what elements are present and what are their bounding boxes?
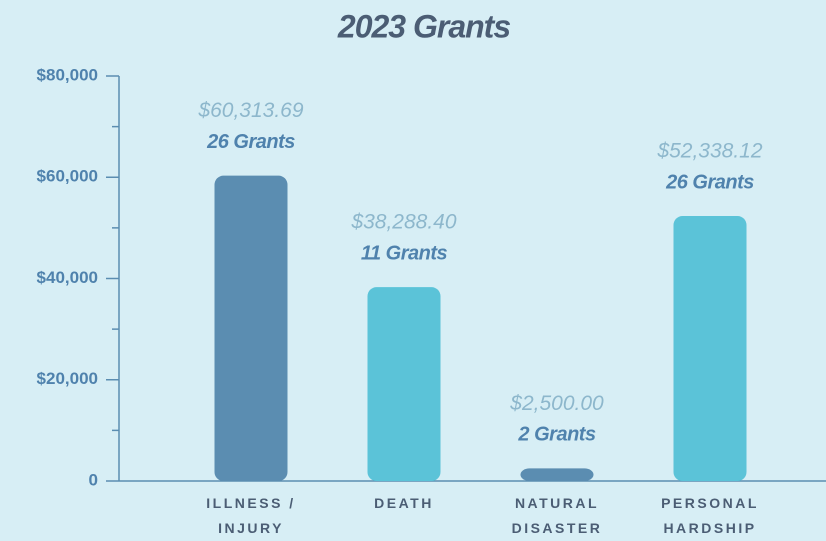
grants-label: 2 Grants — [517, 424, 596, 446]
value-label: $52,338.12 — [656, 140, 762, 163]
value-label: $38,288.40 — [350, 211, 456, 234]
value-label: $2,500.00 — [509, 392, 604, 415]
bar — [367, 287, 441, 481]
y-tick-label: $60,000 — [37, 167, 98, 186]
grants-label: 26 Grants — [665, 171, 754, 193]
y-tick-label: 0 — [89, 470, 98, 489]
x-tick-label: PERSONAL HARDSHIP — [661, 495, 759, 536]
x-tick-label: NATURAL DISASTER — [511, 495, 603, 536]
x-tick-label: ILLNESS / INJURY — [206, 495, 296, 536]
grants-label: 11 Grants — [361, 242, 448, 264]
value-label: $60,313.69 — [197, 99, 303, 122]
x-tick-label: DEATH — [374, 495, 434, 511]
y-tick-label: $40,000 — [37, 268, 98, 287]
bar — [520, 468, 594, 481]
chart-title: 2023 Grants — [337, 8, 510, 44]
y-tick-label: $80,000 — [37, 65, 98, 84]
grants-label: 26 Grants — [206, 131, 295, 153]
y-tick-label: $20,000 — [37, 369, 98, 388]
bar — [214, 175, 288, 482]
bar — [673, 216, 747, 481]
